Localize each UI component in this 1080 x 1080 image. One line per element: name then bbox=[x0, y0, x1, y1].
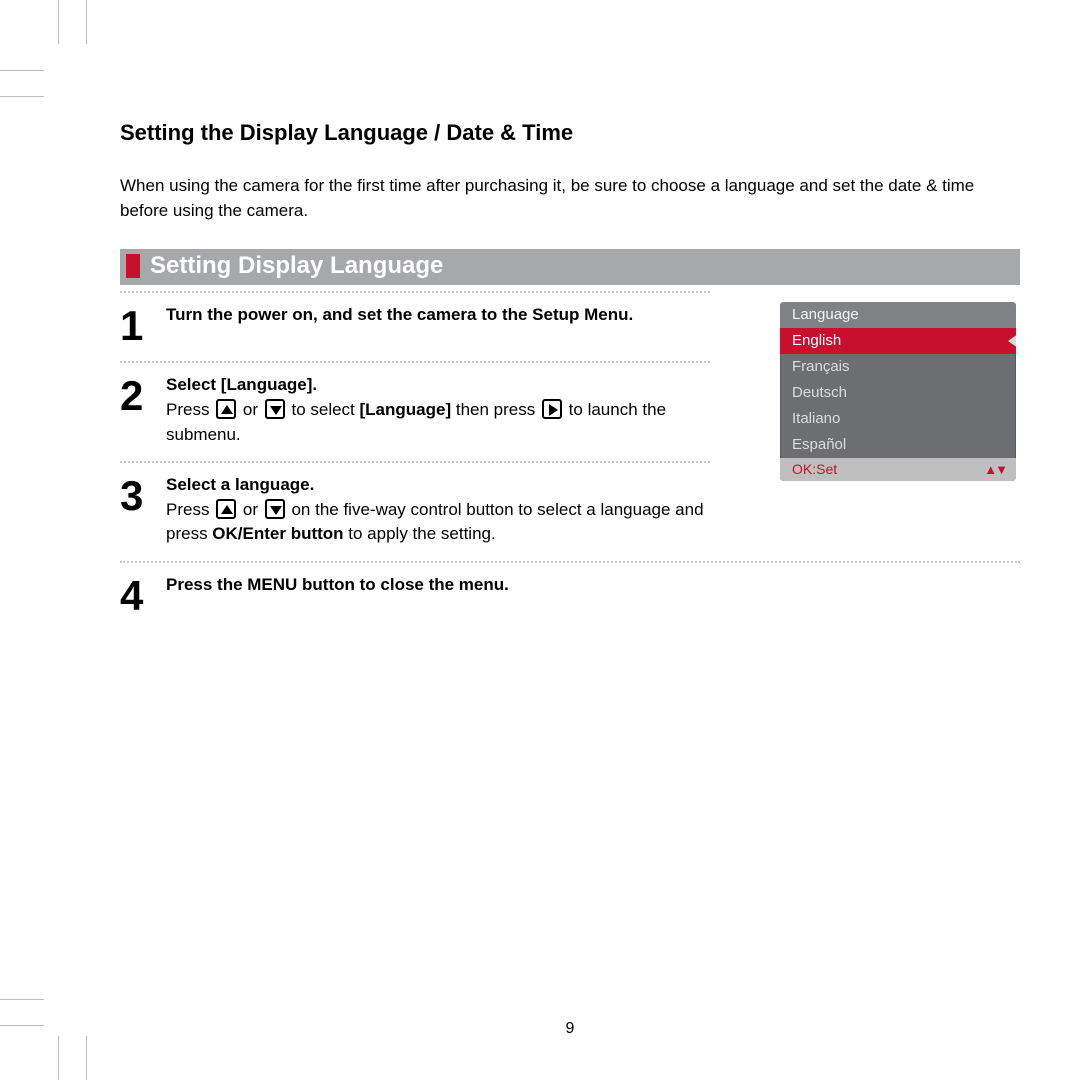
language-menu-screenshot: Language EnglishFrançaisDeutschItalianoE… bbox=[780, 302, 1016, 481]
step-body: Select [Language].Press or to select [La… bbox=[166, 373, 722, 447]
language-menu-header: Language bbox=[780, 302, 1016, 328]
section-header: Setting Display Language bbox=[120, 249, 1020, 285]
step-number: 2 bbox=[120, 373, 166, 417]
language-option: Deutsch bbox=[780, 380, 1016, 406]
section-header-label: Setting Display Language bbox=[150, 252, 443, 280]
page-number: 9 bbox=[60, 1020, 1080, 1038]
language-option: Italiano bbox=[780, 406, 1016, 432]
step-body: Press the MENU button to close the menu. bbox=[166, 573, 509, 598]
down-button-icon bbox=[265, 499, 285, 519]
selection-arrow-icon bbox=[1008, 334, 1016, 348]
language-option: Français bbox=[780, 354, 1016, 380]
step-number: 3 bbox=[120, 473, 166, 517]
language-option: English bbox=[780, 328, 1016, 354]
step-number: 4 bbox=[120, 573, 166, 617]
step-body: Turn the power on, and set the camera to… bbox=[166, 303, 633, 328]
up-down-arrows-icon: ▲▼ bbox=[984, 462, 1006, 477]
up-button-icon bbox=[216, 499, 236, 519]
language-menu-footer: OK:Set ▲▼ bbox=[780, 458, 1016, 481]
step-heading: Select [Language]. bbox=[166, 375, 317, 394]
right-button-icon bbox=[542, 399, 562, 419]
intro-paragraph: When using the camera for the first time… bbox=[120, 174, 1020, 223]
section-accent-bar bbox=[126, 254, 140, 278]
step-heading: Press the MENU button to close the menu. bbox=[166, 575, 509, 594]
manual-page: Setting the Display Language / Date & Ti… bbox=[60, 0, 1080, 1080]
step-number: 1 bbox=[120, 303, 166, 347]
step-heading: Select a language. bbox=[166, 475, 314, 494]
step-body: Select a language.Press or on the five-w… bbox=[166, 473, 722, 547]
language-option: Español bbox=[780, 432, 1016, 458]
up-button-icon bbox=[216, 399, 236, 419]
language-menu-footer-label: OK:Set bbox=[792, 461, 837, 477]
page-title: Setting the Display Language / Date & Ti… bbox=[120, 120, 1020, 146]
down-button-icon bbox=[265, 399, 285, 419]
step-row: 4Press the MENU button to close the menu… bbox=[120, 563, 1020, 631]
step-heading: Turn the power on, and set the camera to… bbox=[166, 305, 633, 324]
